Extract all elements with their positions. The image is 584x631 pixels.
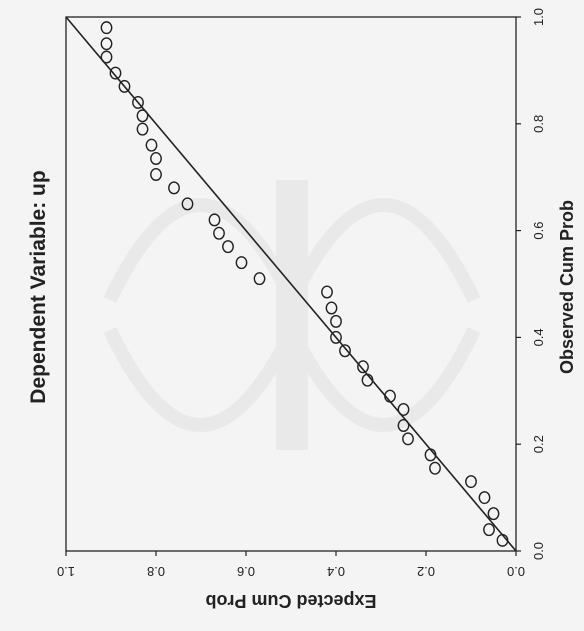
data-point [330,330,342,344]
y-tick-label: 1.0 [57,564,75,579]
data-point [429,461,441,475]
data-point [384,389,396,403]
data-point [465,475,477,489]
data-point [150,168,162,182]
data-point [424,448,437,462]
x-tick-label: 0.8 [531,115,546,133]
data-point [208,213,221,227]
y-tick-label: 0.4 [327,564,345,579]
data-point [132,95,144,109]
data-point [145,138,158,152]
data-point [213,226,225,240]
data-point [483,523,495,537]
x-tick-label: 0.2 [531,435,546,453]
x-axis-ticks: 0.0 0.2 0.4 0.6 0.8 1.0 [516,8,546,560]
x-tick-label: 0.4 [531,328,546,346]
data-point [136,122,149,136]
data-point [109,66,122,80]
data-point [118,79,131,93]
data-point [100,21,113,35]
data-point [361,373,374,387]
plot-frame [65,16,517,552]
y-tick-label: 0.0 [507,564,525,579]
data-point [253,272,266,286]
y-tick-label: 0.8 [147,564,165,579]
data-point [100,50,113,64]
y-tick-label: 0.6 [237,564,255,579]
data-point [168,181,180,195]
data-point [150,152,162,166]
data-point [487,507,500,521]
x-tick-label: 0.6 [531,222,546,240]
data-point [222,240,234,254]
data-point [357,360,369,374]
chart-title: Dependent Variable: up [27,170,50,403]
data-point [330,314,342,328]
reference-diagonal-line [65,16,517,552]
data-point [325,301,338,315]
y-tick-label: 0.2 [417,564,435,579]
data-point [181,197,194,211]
data-point [100,37,113,51]
x-axis-title: Observed Cum Prob [557,200,577,374]
x-tick-label: 1.0 [531,8,546,26]
data-point [136,109,149,123]
y-axis-title: Expected Cum Prob [205,591,376,611]
data-point [397,419,410,433]
data-point [496,533,509,547]
data-point [321,285,333,299]
data-point [339,344,351,358]
data-point [235,256,248,270]
data-point [478,491,491,505]
x-tick-label: 0.0 [531,542,546,560]
data-point [402,432,414,446]
watermark-logo [103,180,481,450]
y-axis-ticks: 0.0 0.2 0.4 0.6 0.8 1.0 [57,551,525,579]
data-points [100,21,509,547]
data-point [397,402,410,416]
